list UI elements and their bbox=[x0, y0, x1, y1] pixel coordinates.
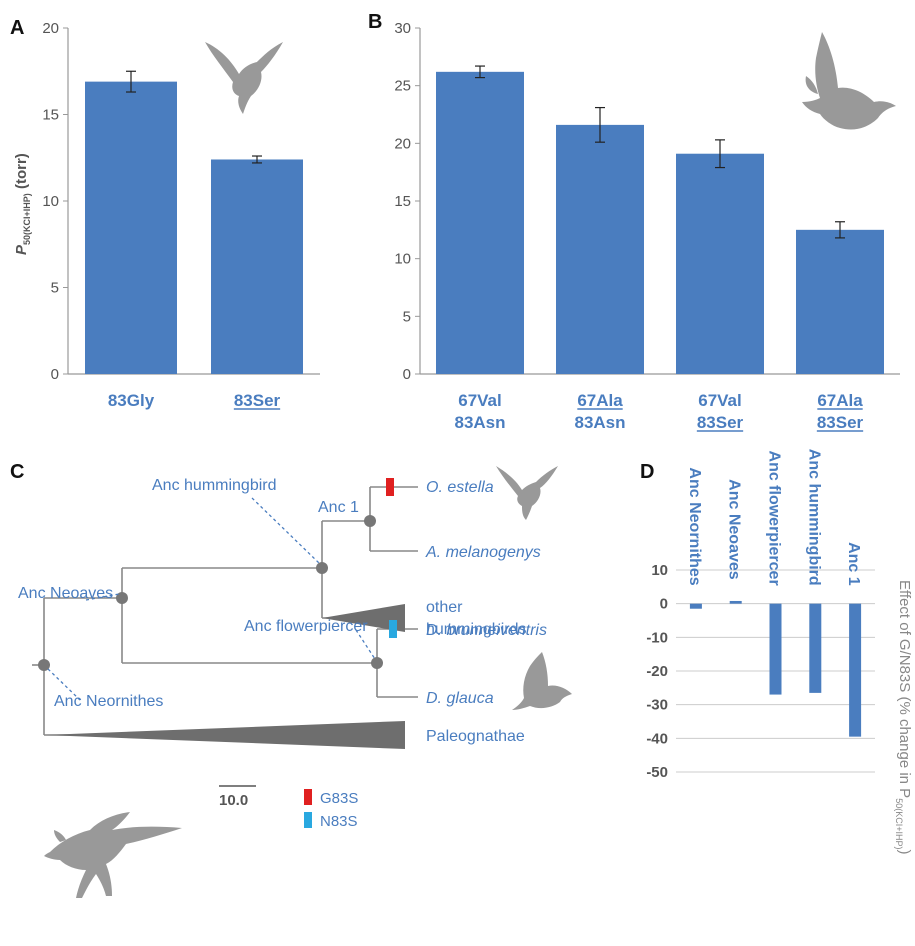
panel-label-a: A bbox=[10, 17, 24, 39]
node-anc-hummingbird bbox=[316, 562, 328, 574]
node-anc-neornithes bbox=[38, 659, 50, 671]
category-label: 83Asn bbox=[454, 413, 505, 432]
node-anc-flowerpiercer bbox=[371, 657, 383, 669]
bar bbox=[729, 600, 742, 604]
songbird-silhouette-icon bbox=[512, 652, 572, 710]
category-label: 67Val bbox=[698, 391, 742, 410]
y-tick-label: 30 bbox=[394, 20, 411, 37]
scale-bar-label: 10.0 bbox=[219, 792, 248, 809]
y-tick-label: 0 bbox=[51, 366, 59, 383]
bar bbox=[809, 603, 822, 693]
label-anc-neornithes: Anc Neornithes bbox=[54, 693, 163, 710]
y-tick-label: 25 bbox=[394, 78, 411, 95]
legend-g83s-label: G83S bbox=[320, 790, 358, 807]
bar bbox=[796, 229, 884, 374]
g83s-marker bbox=[386, 478, 394, 496]
y-tick-label: 10 bbox=[651, 562, 668, 579]
y-axis-label-d-end: ) bbox=[896, 849, 913, 854]
y-tick-label: 0 bbox=[403, 366, 411, 383]
node-leader-lines bbox=[47, 497, 376, 701]
category-label: Anc hummingbird bbox=[805, 449, 822, 586]
category-label: Anc 1 bbox=[845, 542, 862, 586]
other-hummingbirds-clade-wedge bbox=[322, 604, 405, 632]
bar bbox=[556, 124, 644, 374]
taxon-d-glauca: D. glauca bbox=[426, 690, 494, 707]
y-axis-label-d-main: Effect of G/N83S (% change in P bbox=[896, 580, 913, 798]
y-tick-label: -20 bbox=[646, 663, 668, 680]
panel-label-d: D bbox=[640, 461, 654, 483]
bar bbox=[689, 603, 702, 609]
y-tick-label: 0 bbox=[660, 596, 668, 613]
bar bbox=[676, 153, 764, 374]
y-tick-label: 15 bbox=[394, 193, 411, 210]
clade-other-line2: hummingbirds bbox=[426, 621, 526, 638]
chart-panel-a: 0 5 10 15 20 83Gly 83Ser P50(KCI+IHP) (torr) bbox=[13, 20, 320, 410]
y-tick-label: 15 bbox=[42, 107, 59, 124]
y-tick-label: -40 bbox=[646, 730, 668, 747]
chart-panel-d: 10 0 -10 -20 -30 -40 -50 Anc Neornithes Anc Neo… bbox=[646, 449, 913, 855]
bar bbox=[211, 159, 303, 374]
y-tick-label: -30 bbox=[646, 697, 668, 714]
bar bbox=[436, 71, 524, 375]
n83s-marker bbox=[389, 620, 397, 638]
label-anc-hummingbird: Anc hummingbird bbox=[152, 477, 277, 494]
y-tick-label: 5 bbox=[51, 280, 59, 297]
taxon-o-estella: O. estella bbox=[426, 479, 494, 496]
y-axis-label-a: P50(KCI+IHP) (torr) bbox=[13, 153, 32, 255]
legend-n83s-swatch bbox=[304, 812, 312, 828]
category-label: 83Asn bbox=[574, 413, 625, 432]
node-anc1 bbox=[364, 515, 376, 527]
tree-panel-c: Anc hummingbird Anc 1 Anc Neoaves Anc fl… bbox=[18, 466, 572, 898]
y-tick-label: 10 bbox=[42, 193, 59, 210]
y-tick-label: -10 bbox=[646, 629, 668, 646]
category-label: 67Ala bbox=[577, 391, 623, 410]
panel-label-b: B bbox=[368, 11, 382, 33]
bar bbox=[849, 603, 862, 737]
panel-label-c: C bbox=[10, 461, 24, 483]
category-label: 83Gly bbox=[108, 391, 155, 410]
legend-n83s-label: N83S bbox=[320, 813, 358, 830]
legend-g83s-swatch bbox=[304, 789, 312, 805]
taxon-d-brunneiventris: D. brunneiventris bbox=[426, 622, 547, 639]
category-label: 67Ala bbox=[817, 391, 863, 410]
y-axis-label-a-main: P bbox=[13, 244, 30, 255]
songbird-silhouette-icon bbox=[802, 32, 896, 130]
taxon-a-melanogenys: A. melanogenys bbox=[425, 544, 541, 561]
label-anc-flowerpiercer: Anc flowerpiercer bbox=[244, 618, 368, 635]
y-tick-label: -50 bbox=[646, 764, 668, 781]
y-tick-label: 20 bbox=[42, 20, 59, 37]
y-axis-label-a-unit: (torr) bbox=[13, 153, 30, 193]
label-anc1: Anc 1 bbox=[318, 499, 359, 516]
y-tick-label: 5 bbox=[403, 308, 411, 325]
y-axis-label-d: Effect of G/N83S (% change in P50(KCI+IH… bbox=[894, 580, 913, 854]
y-axis-label-a-sub: 50(KCI+IHP) bbox=[22, 193, 32, 245]
category-label: Anc Neoaves bbox=[726, 479, 743, 580]
y-tick-label: 20 bbox=[394, 135, 411, 152]
category-label: 83Ser bbox=[817, 413, 864, 432]
label-anc-neoaves: Anc Neoaves bbox=[18, 585, 113, 602]
bar bbox=[85, 81, 177, 374]
y-axis-label-d-sub: 50(KCI+IHP) bbox=[894, 798, 904, 849]
hummingbird-silhouette-icon bbox=[496, 466, 558, 520]
clade-paleognathae: Paleognathae bbox=[426, 728, 525, 745]
bar bbox=[769, 603, 782, 695]
chart-panel-b: 0 5 10 15 20 25 30 67Val 83Asn 67Ala 83Asn 67Val 83… bbox=[394, 20, 900, 432]
category-label: Anc Neornithes bbox=[686, 467, 703, 585]
paleognathae-clade-wedge bbox=[44, 721, 405, 749]
category-label: 83Ser bbox=[234, 391, 281, 410]
node-anc-neoaves bbox=[116, 592, 128, 604]
category-label: Anc flowerpiercer bbox=[766, 451, 783, 586]
y-tick-label: 10 bbox=[394, 251, 411, 268]
clade-other-line1: other bbox=[426, 599, 463, 616]
category-label: 67Val bbox=[458, 391, 502, 410]
category-label: 83Ser bbox=[697, 413, 744, 432]
hummingbird-silhouette-icon bbox=[205, 42, 283, 114]
dinosaur-bird-silhouette-icon bbox=[44, 812, 182, 898]
